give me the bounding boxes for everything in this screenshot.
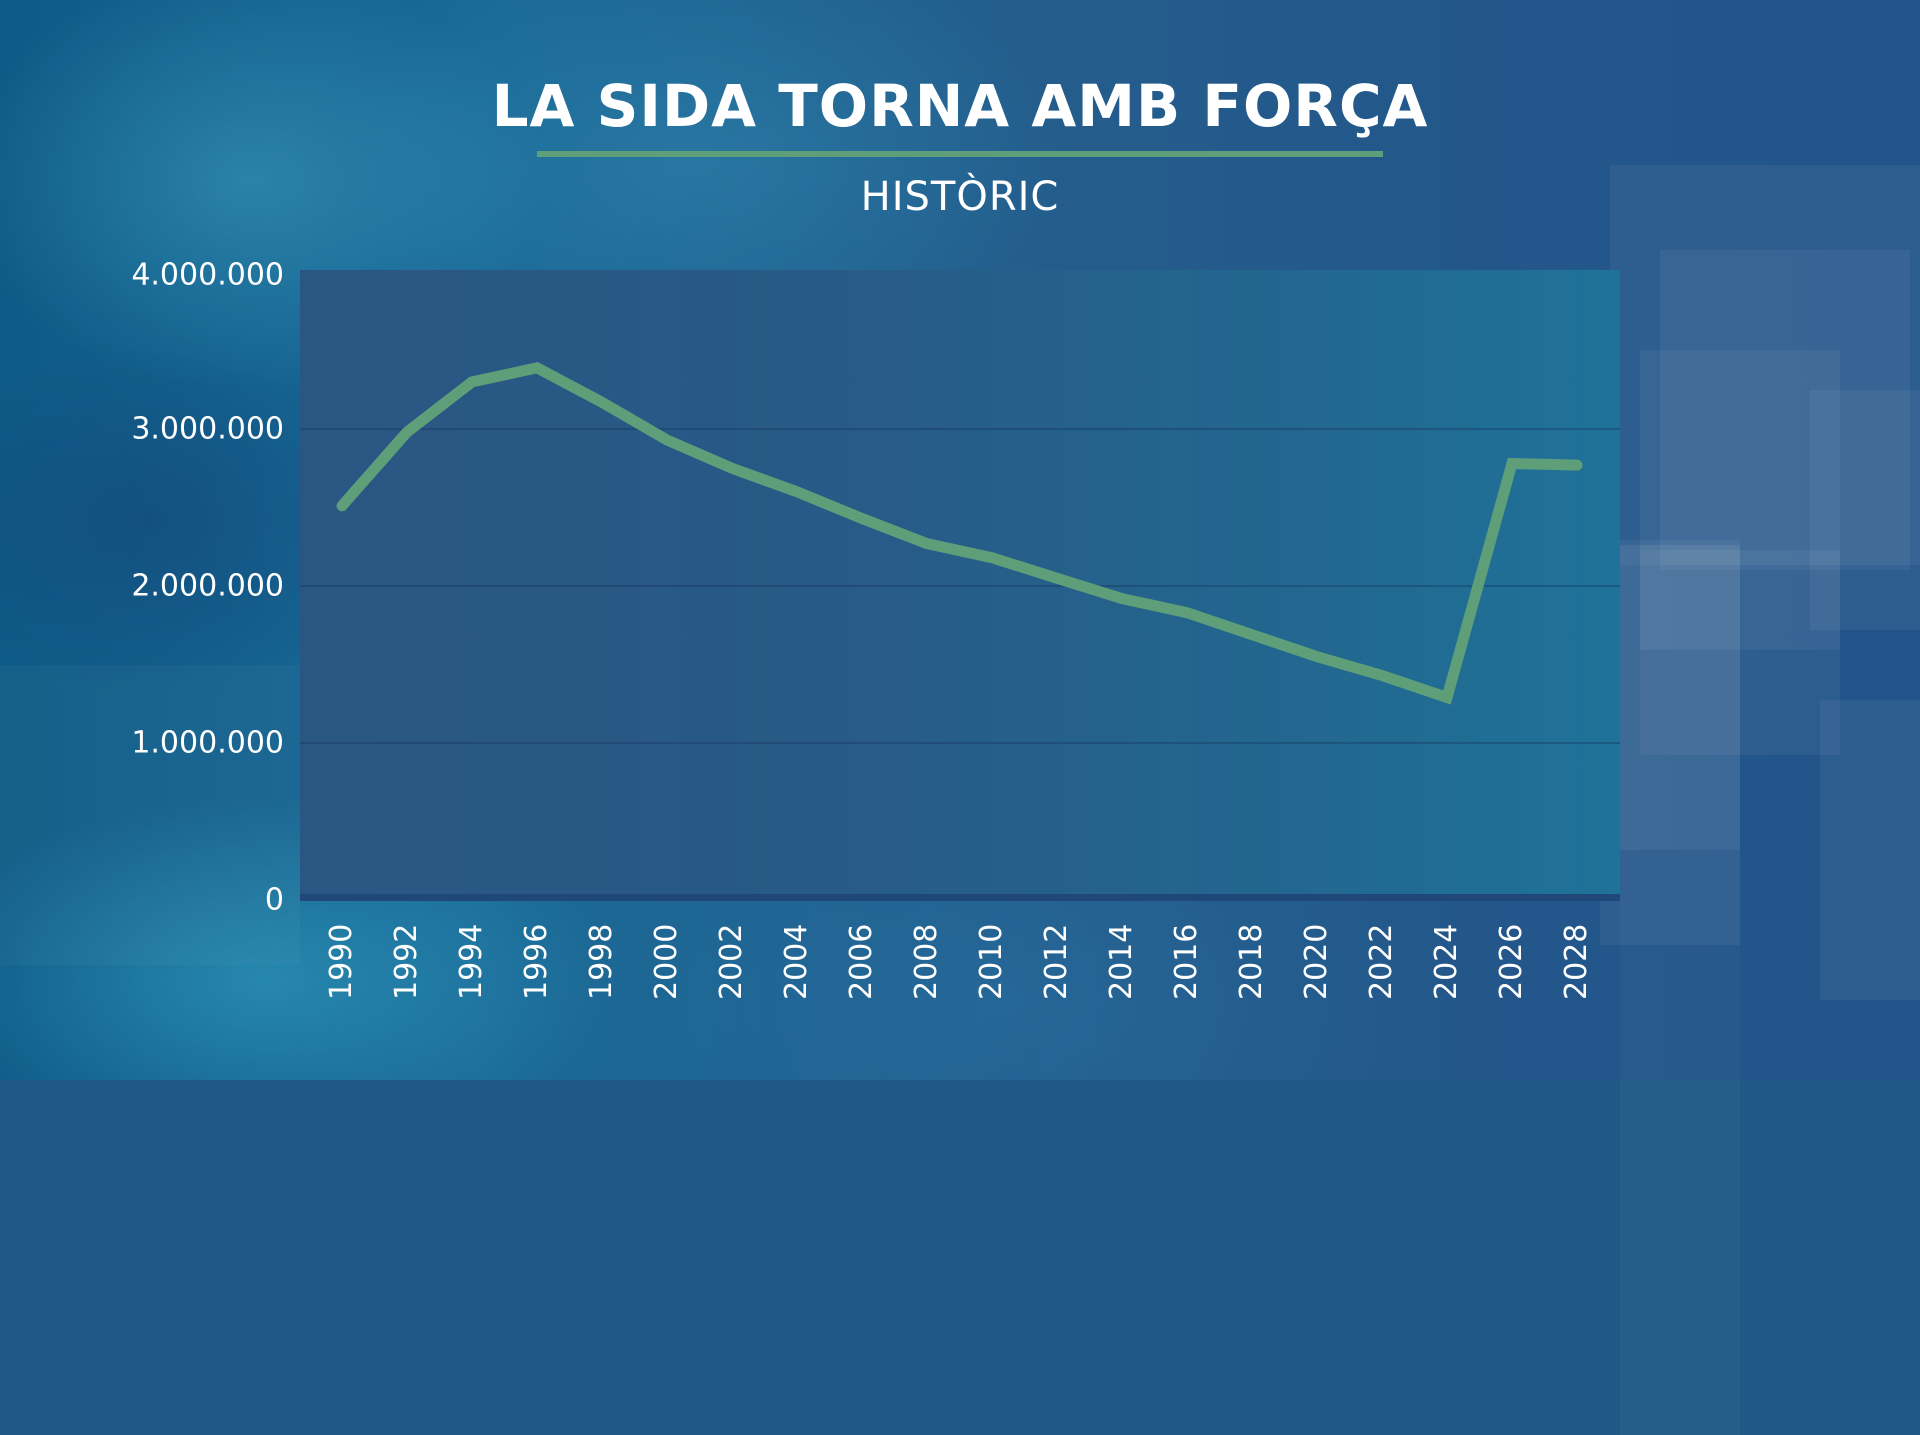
data-line [336, 361, 1583, 705]
y-tick-label: 2.000.000 [131, 568, 284, 604]
y-tick-label: 0 [264, 882, 284, 918]
gridlines [300, 428, 1620, 744]
decorative-square [1810, 390, 1920, 630]
title-underline [537, 151, 1383, 157]
chart-subtitle: HISTÒRIC [860, 174, 1060, 220]
decorative-square [1640, 350, 1840, 650]
y-tick-label: 4.000.000 [131, 257, 284, 293]
x-axis-baseline [300, 894, 1620, 901]
y-tick-label: 3.000.000 [131, 411, 284, 447]
decorative-square [1600, 540, 1740, 850]
decorative-square [1640, 550, 1840, 755]
decorative-square [1820, 700, 1920, 1000]
line-chart [300, 361, 1620, 744]
decorative-square [1600, 545, 1740, 945]
decorative-square [1660, 250, 1910, 570]
decorative-square [1610, 165, 1920, 565]
chart-title: LA SIDA TORNA AMB FORÇA [491, 72, 1429, 140]
y-tick-label: 1.000.000 [131, 725, 284, 761]
